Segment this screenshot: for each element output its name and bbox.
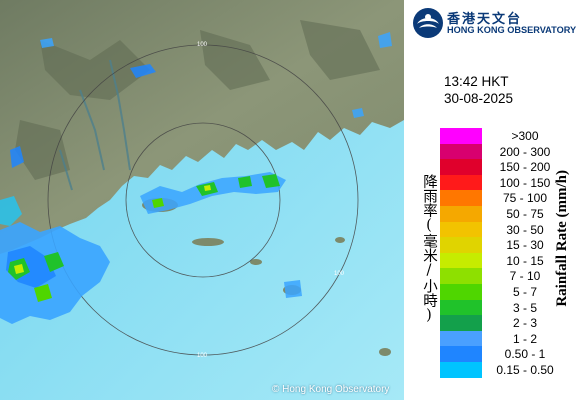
legend-range-label: 30 - 50: [506, 222, 544, 237]
legend-color-swatch: [440, 174, 482, 191]
radar-map-canvas: [0, 0, 404, 400]
range-ring-label-top: 100: [197, 42, 208, 48]
legend-color-swatch: [440, 330, 482, 347]
legend-range-label: 0.50 - 1: [504, 347, 546, 362]
hko-emblem-icon: [413, 8, 443, 38]
river-delta: [59, 59, 131, 191]
legend-color-swatch: [440, 221, 482, 238]
legend-color-swatch: [440, 159, 482, 175]
legend-range-label: 3 - 5: [512, 300, 537, 315]
legend-range-label: 1 - 2: [512, 331, 537, 346]
legend-color-swatch: [440, 237, 482, 253]
range-ring-label-bottom: 100: [197, 353, 208, 359]
legend-color-swatch: [440, 206, 482, 222]
legend-color-swatch: [440, 315, 482, 331]
legend-title-chinese: 降雨率(毫米/小時): [421, 174, 437, 324]
range-ring-label-right: 100: [334, 271, 345, 277]
legend-color-swatch: [440, 362, 482, 378]
legend-color-swatch: [440, 252, 482, 269]
legend-color-swatch: [440, 299, 482, 316]
observation-date: 30-08-2025: [444, 91, 514, 106]
legend-panel: 香港天文台 HONG KONG OBSERVATORY 13:42 HKT 30…: [404, 0, 577, 400]
logo-english-name: HONG KONG OBSERVATORY: [447, 25, 577, 35]
range-rings: [47, 44, 359, 356]
legend-color-swatch: [440, 346, 482, 362]
legend-range-label: 150 - 200: [499, 160, 551, 175]
legend-color-swatch: [440, 190, 482, 206]
legend-range-label: 50 - 75: [506, 207, 544, 221]
legend-range-label: 5 - 7: [512, 285, 537, 299]
rain-echoes: [0, 32, 392, 324]
legend-range-label: 10 - 15: [506, 253, 544, 268]
legend-range-label: >300: [511, 129, 539, 143]
legend-range-label: 75 - 100: [502, 191, 548, 206]
legend-range-label: 0.15 - 0.50: [496, 363, 554, 377]
legend-range-label: 7 - 10: [509, 269, 541, 284]
legend-color-swatch: [440, 143, 482, 160]
radar-map: 100 100 100 © Hong Kong Observatory: [0, 0, 404, 400]
legend-range-label: 2 - 3: [512, 316, 537, 331]
legend-range-label: 15 - 30: [506, 238, 544, 253]
copyright-notice: © Hong Kong Observatory: [272, 384, 390, 395]
legend-range-label: 200 - 300: [499, 144, 551, 159]
hko-logo: 香港天文台 HONG KONG OBSERVATORY: [411, 6, 577, 40]
legend-color-swatch: [440, 268, 482, 284]
observation-time: 13:42 HKT: [444, 74, 509, 89]
legend-color-swatch: [440, 284, 482, 300]
legend-range-label: 100 - 150: [499, 175, 551, 190]
mountain-shading: [15, 20, 380, 180]
legend-color-swatch: [440, 128, 482, 144]
logo-chinese-name: 香港天文台: [447, 12, 523, 27]
